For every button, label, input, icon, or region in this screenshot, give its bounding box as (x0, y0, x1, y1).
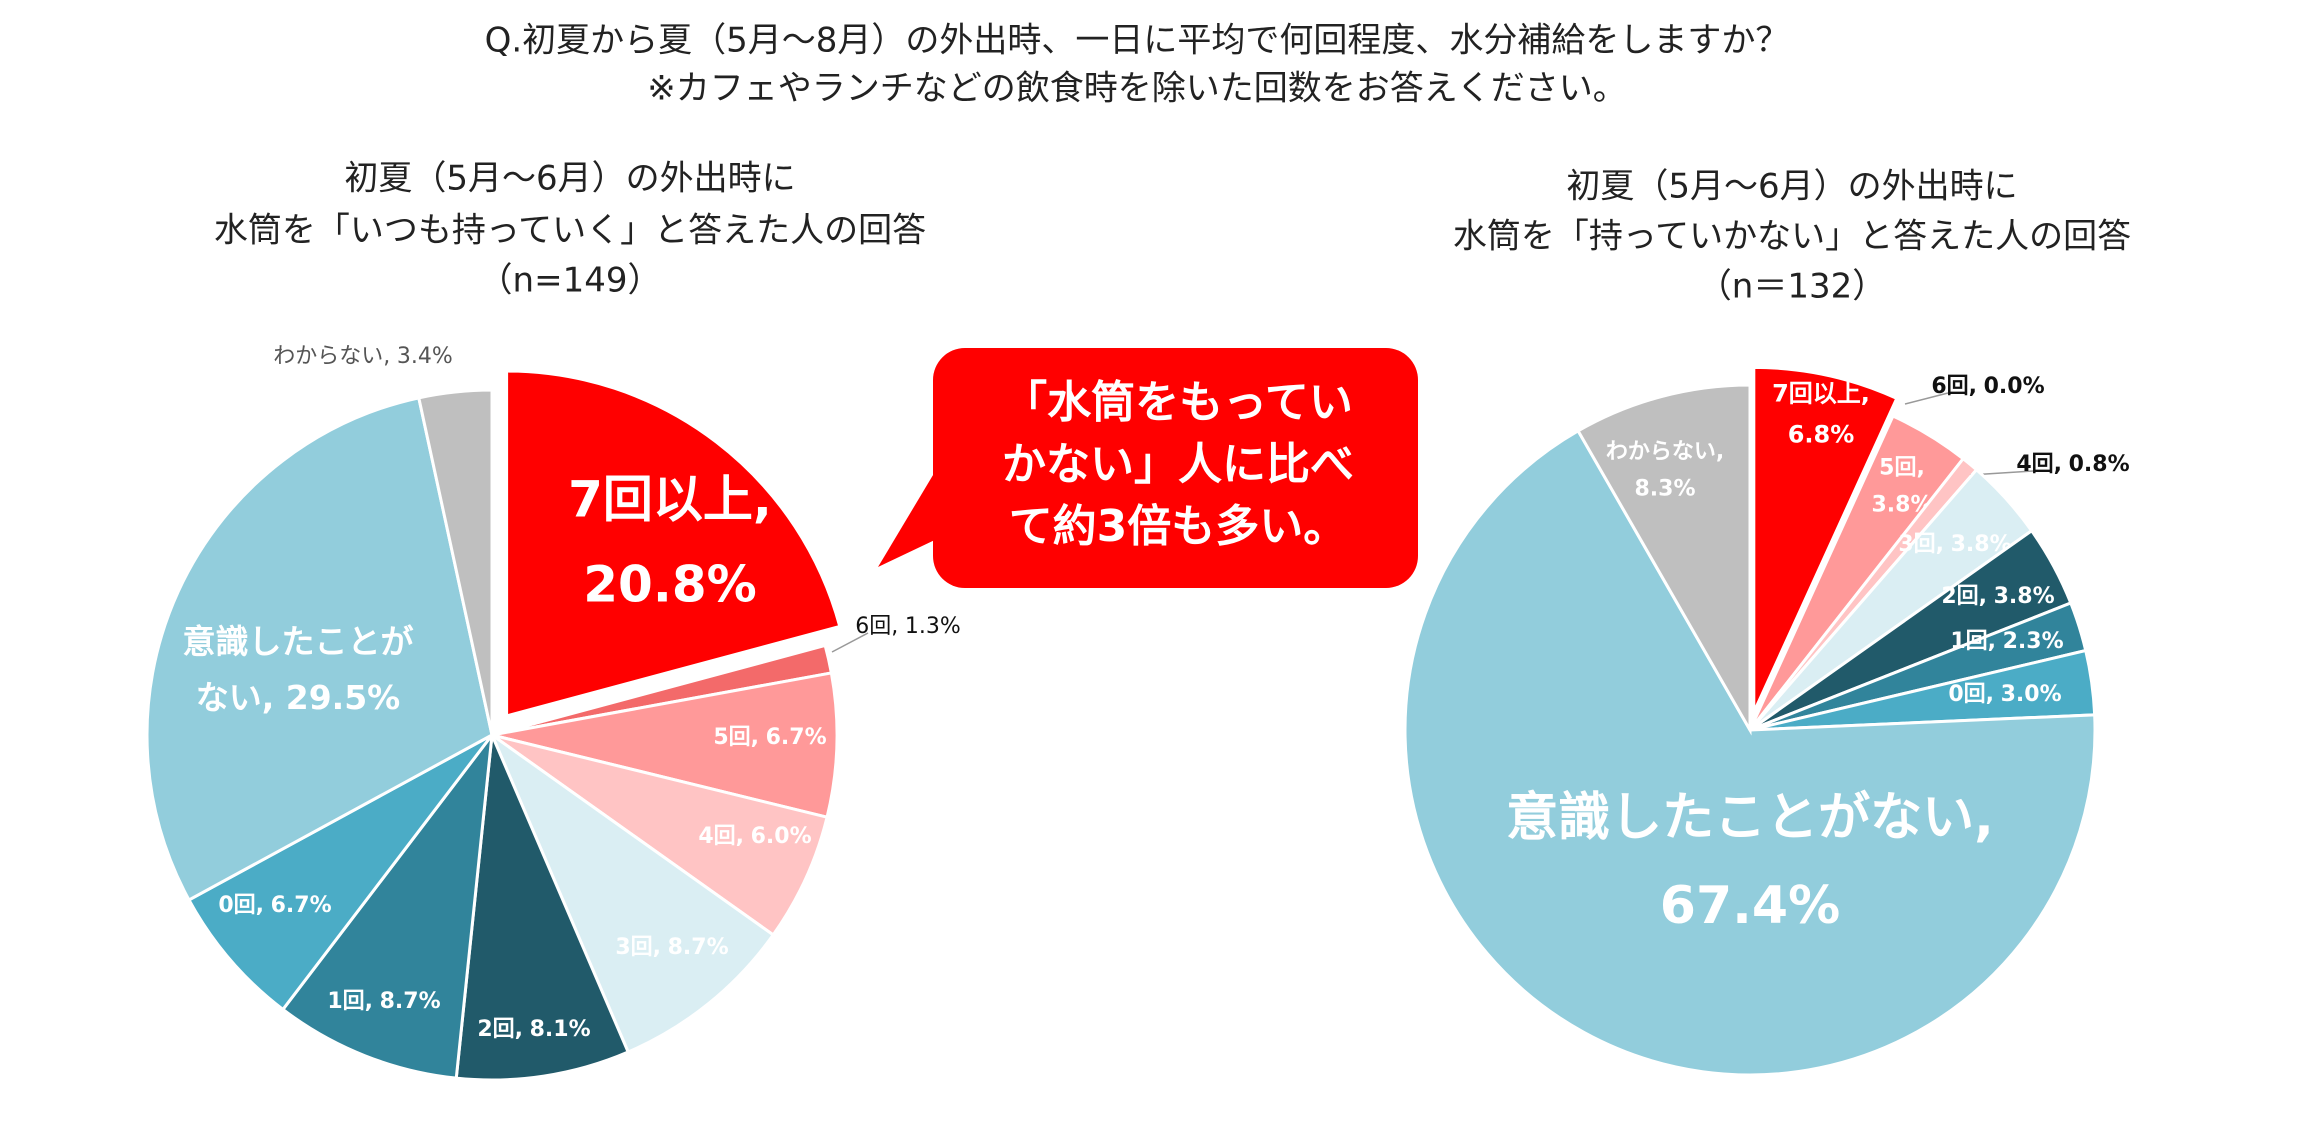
leader-line (1904, 392, 1949, 405)
data-label: 意識したことがない, 67.4% (1506, 788, 1994, 936)
pie-slice (417, 388, 494, 736)
chart-title: 水筒を「いつも持っていく」と答えた人の回答 (214, 211, 926, 251)
data-label: 意識したことがない, 29.5% (183, 621, 414, 716)
label-category: 意識したことがない, (1506, 788, 1994, 848)
label-value: 67.4% (1660, 876, 1840, 936)
label-category: 4回, (2016, 452, 2062, 477)
data-label: 1回, 8.7% (327, 989, 440, 1014)
label-value: 3.8% (1994, 584, 2055, 609)
label-value: 6.7% (271, 893, 332, 918)
data-label: 6回, 1.3% (855, 614, 961, 639)
chart-title: 初夏（5月～6月）の外出時に (1566, 167, 2017, 207)
data-label: わからない, 8.3% (1606, 439, 1724, 501)
pie-slice (488, 730, 776, 1054)
pie-slice (454, 729, 631, 1082)
data-label: 0回, 6.7% (218, 893, 331, 918)
pie-slice (1752, 365, 1899, 714)
label-category: 2回, (1941, 584, 1987, 609)
label-category: 3回, (615, 935, 661, 960)
label-value: 3.4% (397, 344, 453, 369)
pie-slice (1403, 428, 2097, 1077)
label-value: 2.3% (2003, 629, 2064, 654)
callout-text: 「水筒をもってい (1003, 377, 1353, 428)
callout-text: かない」人に比べ (1002, 439, 1354, 490)
data-label: 6回, 0.0% (1931, 374, 2044, 399)
label-category: 1回, (1950, 629, 1996, 654)
label-value: 0.0% (1984, 374, 2045, 399)
data-label: 3回, 3.8% (1898, 532, 2011, 557)
label-value: 0.8% (2069, 452, 2130, 477)
label-category: わからない, (273, 344, 390, 369)
data-label: 5回, 3.8% (1871, 455, 1932, 517)
label-category: 0回, (1948, 682, 1994, 707)
label-category: 2回, (477, 1017, 523, 1042)
label-category: 3回, (1898, 532, 1944, 557)
callout-tail (878, 455, 960, 567)
label-category: 5回, (713, 725, 759, 750)
data-label: 1回, 2.3% (1950, 629, 2063, 654)
callout-box (933, 348, 1418, 588)
data-label: 5回, 6.7% (713, 725, 826, 750)
label-value: 20.8% (583, 555, 756, 613)
label-category: 0回, (218, 893, 264, 918)
label-value: 6.7% (766, 725, 827, 750)
label-value: 8.7% (668, 935, 729, 960)
chart-title: （n＝132） (1698, 267, 1886, 307)
label-category: 7回以上, (1772, 380, 1870, 408)
data-label: 2回, 3.8% (1941, 584, 2054, 609)
data-label: 7回以上, 6.8% (1772, 380, 1870, 449)
pie-slice (491, 733, 829, 937)
data-label: 3回, 8.7% (615, 935, 728, 960)
title-line: ※カフェやランチなどの飲食時を除いた回数をお答えください。 (647, 69, 1626, 109)
label-category: 6回, (855, 614, 898, 639)
label-category: 5回, (1879, 455, 1925, 480)
callout: 「水筒をもってい かない」人に比べ て約3倍も多い。 (878, 348, 1418, 588)
chart-title: 初夏（5月～6月）の外出時に (344, 159, 795, 199)
chart-title: 水筒を「持っていかない」と答えた人の回答 (1453, 217, 2131, 257)
callout-text: て約3倍も多い。 (1009, 501, 1348, 552)
pie-slice (1576, 383, 1752, 736)
data-label: 2回, 8.1% (477, 1017, 590, 1042)
label-category: 7回以上, (568, 470, 772, 528)
label-category: 1回, (327, 989, 373, 1014)
pie-slice (186, 733, 494, 1012)
pie-slice (145, 396, 494, 902)
data-label: わからない, 3.4% (273, 344, 453, 369)
label-value: 8.1% (530, 1017, 591, 1042)
label-value: 8.7% (380, 989, 441, 1014)
pie-slice (505, 369, 842, 718)
pie-slice (491, 671, 839, 820)
title-line: Q.初夏から夏（5月～8月）の外出時、一日に平均で何回程度、水分補給をしますか？ (485, 21, 1790, 61)
leader-line (831, 632, 869, 653)
label-value: 6.0% (751, 824, 812, 849)
label-value: 1.3% (905, 614, 961, 639)
label-category: 意識したことが (183, 621, 414, 660)
label-value: 3.0% (2001, 682, 2062, 707)
data-label: 7回以上, 20.8% (568, 470, 772, 613)
data-label: 4回, 6.0% (698, 824, 811, 849)
chart-title: （n=149） (479, 261, 662, 301)
label-category: わからない, (1606, 439, 1724, 464)
label-value: 8.3% (1634, 477, 1695, 502)
data-label: 4回, 0.8% (2016, 452, 2129, 477)
label-value: ない, 29.5% (196, 678, 401, 717)
label-value: 6.8% (1788, 420, 1855, 448)
data-label: 0回, 3.0% (1948, 682, 2061, 707)
label-category: 4回, (698, 824, 744, 849)
pie-slice (280, 729, 495, 1080)
label-category: 6回, (1931, 374, 1977, 399)
